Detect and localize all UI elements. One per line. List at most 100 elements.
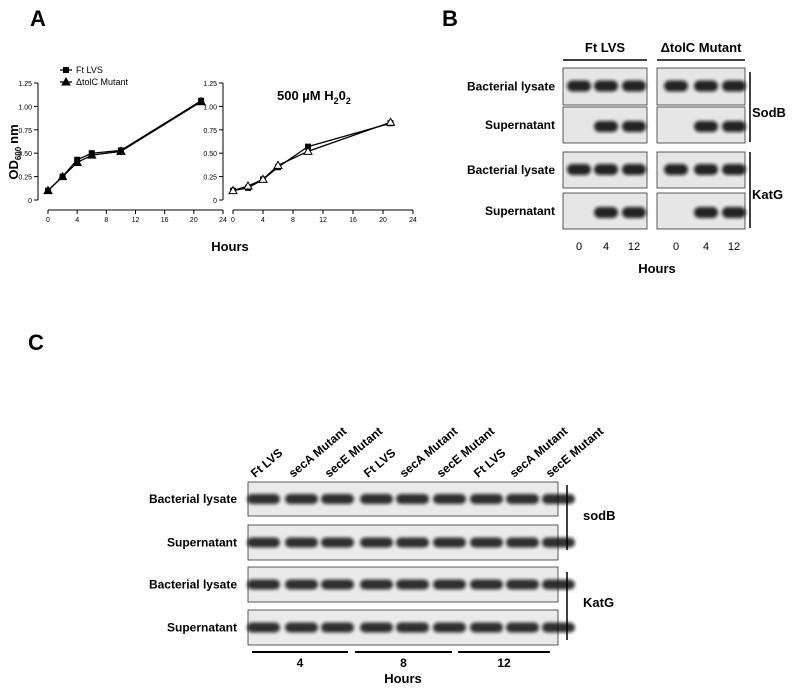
band	[470, 579, 503, 590]
chart-title: 500 µM H202	[277, 88, 351, 106]
y-tick-label: 0	[28, 198, 32, 205]
band	[506, 537, 539, 548]
series-line	[232, 122, 391, 192]
band	[722, 207, 746, 218]
x-tick-label: 12	[132, 217, 140, 224]
band	[664, 80, 688, 92]
panel-label: B	[442, 6, 458, 31]
lane-label: 4	[603, 241, 609, 253]
x-tick-label: 4	[75, 217, 79, 224]
panel-label: A	[30, 6, 46, 31]
band	[360, 537, 393, 548]
band	[594, 164, 618, 175]
band	[247, 537, 280, 548]
band	[506, 622, 539, 633]
band	[285, 537, 318, 548]
band	[396, 494, 429, 504]
marker	[228, 185, 238, 195]
series-line	[232, 121, 391, 192]
panel-label: C	[28, 330, 44, 355]
band	[321, 537, 354, 548]
legend-marker	[61, 76, 71, 86]
lane-label: Ft LVS	[248, 446, 285, 481]
band	[247, 494, 280, 504]
marker	[43, 185, 53, 195]
time-label: 8	[400, 656, 407, 670]
y-tick-label: 0.50	[18, 151, 32, 158]
lane-label: 12	[628, 241, 640, 253]
row-label: Bacterial lysate	[149, 578, 237, 592]
lane-label: 12	[728, 241, 740, 253]
band	[506, 494, 539, 504]
y-tick-label: 0	[213, 198, 217, 205]
row-label: Supernatant	[167, 621, 237, 635]
band	[360, 622, 393, 633]
x-tick-label: 16	[161, 217, 169, 224]
x-tick-label: 24	[409, 217, 417, 224]
marker	[385, 117, 396, 126]
chart-title-part: 2	[346, 96, 351, 106]
y-tick-label: 1.00	[18, 104, 32, 111]
y-tick-label: 1.00	[203, 104, 217, 111]
band	[622, 121, 646, 132]
series-line	[47, 100, 202, 192]
band	[433, 622, 466, 633]
row-label: Bacterial lysate	[467, 80, 555, 94]
time-label: 12	[497, 656, 511, 670]
group-label: ΔtolC Mutant	[661, 40, 742, 55]
marker	[57, 171, 68, 181]
band	[694, 207, 718, 218]
band	[622, 207, 646, 218]
protein-label: sodB	[583, 508, 616, 523]
band	[247, 622, 280, 633]
x-tick-label: 0	[46, 217, 50, 224]
band	[542, 537, 575, 548]
row-label: Supernatant	[485, 118, 555, 132]
x-tick-label: 24	[219, 217, 227, 224]
band	[594, 207, 618, 218]
band	[542, 579, 575, 590]
protein-label: KatG	[583, 595, 614, 610]
band	[567, 164, 591, 175]
group-label: Ft LVS	[585, 40, 626, 55]
x-tick-label: 8	[291, 217, 295, 224]
protein-label: KatG	[752, 187, 783, 202]
band	[247, 579, 280, 590]
band	[285, 579, 318, 590]
y-axis-label-part: nm	[6, 124, 21, 144]
lane-label: 0	[673, 241, 679, 253]
band	[722, 121, 746, 132]
row-label: Bacterial lysate	[149, 492, 237, 506]
band	[694, 121, 718, 132]
x-tick-label: 20	[190, 217, 198, 224]
band	[694, 164, 718, 175]
band	[396, 579, 429, 590]
band	[321, 579, 354, 590]
band	[567, 80, 591, 92]
x-tick-label: 20	[379, 217, 387, 224]
band	[470, 494, 503, 504]
marker	[258, 174, 268, 183]
lane-label: 0	[576, 241, 582, 253]
band	[722, 164, 746, 175]
band	[285, 494, 318, 504]
legend-label: ΔtolC Mutant	[76, 77, 129, 87]
x-tick-label: 12	[319, 217, 327, 224]
x-axis-label: Hours	[211, 239, 249, 254]
y-tick-label: 0.25	[203, 175, 217, 182]
x-tick-label: 0	[231, 217, 235, 224]
band	[470, 622, 503, 633]
legend-marker	[63, 67, 69, 73]
band	[594, 121, 618, 132]
marker	[303, 146, 313, 155]
band	[542, 494, 575, 504]
band	[664, 164, 688, 175]
lane-label: Ft LVS	[361, 446, 398, 481]
band	[360, 494, 393, 504]
band	[433, 537, 466, 548]
y-axis-label-part: OD	[6, 160, 21, 180]
y-axis-label: OD600 nm	[6, 124, 23, 179]
marker	[72, 157, 83, 167]
band	[722, 80, 746, 92]
row-label: Supernatant	[167, 536, 237, 550]
